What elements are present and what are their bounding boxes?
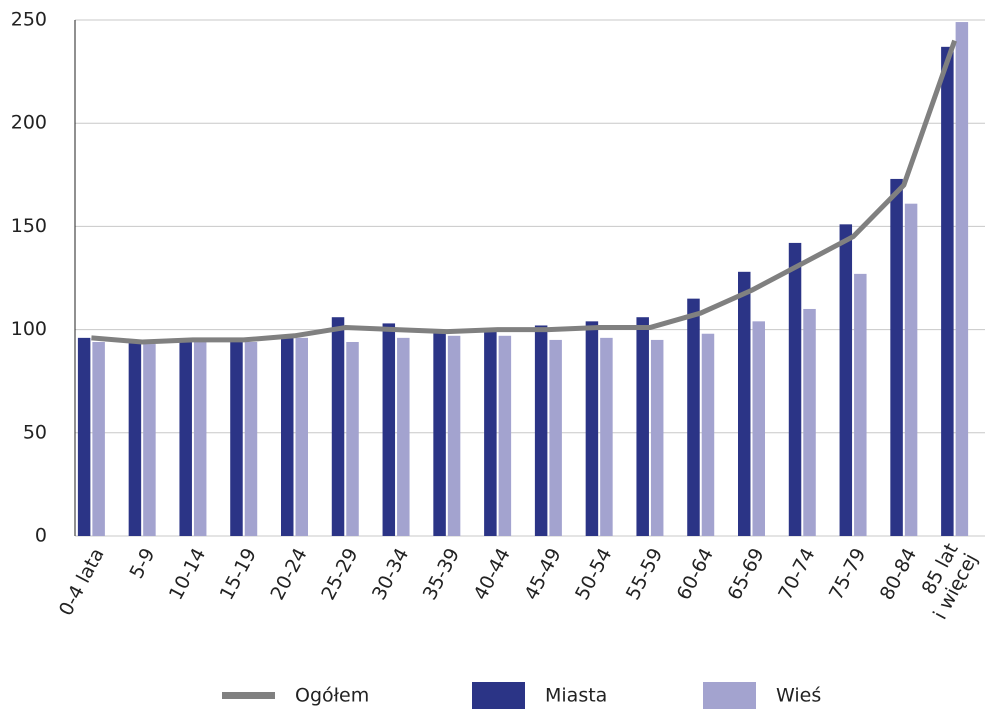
bar (839, 224, 853, 536)
x-tick-label: 0-4 lata (55, 545, 109, 620)
bar (752, 321, 765, 536)
bar (650, 339, 664, 536)
bar (585, 321, 599, 536)
x-tick-label: 50-54 (571, 545, 616, 604)
bar (738, 271, 751, 536)
bar (701, 333, 715, 536)
bar (346, 341, 359, 536)
y-tick-label: 0 (35, 525, 47, 547)
bar (92, 341, 105, 536)
x-tick-label: 70-74 (774, 545, 819, 604)
bar (941, 46, 954, 536)
x-tick-label: 75-79 (825, 545, 870, 604)
x-tick-label: 55-59 (622, 545, 667, 604)
bar (788, 242, 802, 537)
legend-swatch (222, 692, 275, 699)
x-tick-label: 10-14 (165, 545, 210, 604)
x-tick-label: 80-84 (876, 545, 921, 604)
bar (803, 308, 816, 536)
bar (600, 337, 613, 536)
bar (193, 341, 207, 536)
legend-swatch (703, 682, 756, 709)
x-tick-label: 25-29 (317, 545, 362, 604)
bar (890, 178, 903, 537)
y-tick-label: 150 (11, 215, 47, 237)
x-tick-label: 45-49 (520, 545, 565, 604)
x-tick-label: 85 lati więcej (909, 539, 981, 623)
bar (143, 344, 156, 536)
x-tick-label: 20-24 (266, 545, 311, 604)
y-tick-label: 100 (11, 318, 47, 340)
x-tick-label: 60-64 (673, 545, 718, 604)
x-tick-label: 40-44 (470, 545, 515, 604)
legend-swatch (472, 682, 525, 709)
x-tick-label: 15-19 (216, 545, 261, 604)
legend-label: Wieś (776, 685, 821, 707)
x-tick-label: 65-69 (723, 545, 768, 604)
bar (484, 329, 497, 536)
bar (331, 317, 345, 536)
bar (77, 337, 91, 536)
y-tick-label: 50 (23, 421, 47, 443)
y-tick-label: 200 (11, 112, 47, 134)
bar (854, 273, 867, 536)
bar (382, 323, 396, 536)
x-tick-label: 30-34 (368, 545, 413, 604)
bar (955, 22, 969, 536)
legend-label: Miasta (545, 685, 607, 707)
bar (904, 203, 918, 537)
bar (534, 325, 548, 536)
bar (295, 337, 308, 536)
bar (230, 339, 243, 536)
y-tick-label: 250 (11, 9, 47, 31)
bar (128, 341, 142, 536)
bar (549, 339, 562, 536)
bar (397, 337, 410, 536)
line (91, 39, 957, 345)
bar (179, 339, 192, 536)
bar (281, 335, 294, 536)
bar (244, 341, 258, 536)
legend-label: Ogółem (295, 685, 369, 707)
bar (433, 331, 446, 536)
x-tick-label: 35-39 (419, 545, 464, 604)
x-tick-label: 5-9 (125, 545, 159, 583)
bar (687, 298, 700, 536)
bar (447, 335, 461, 536)
bar (636, 317, 649, 536)
bar (498, 335, 512, 536)
